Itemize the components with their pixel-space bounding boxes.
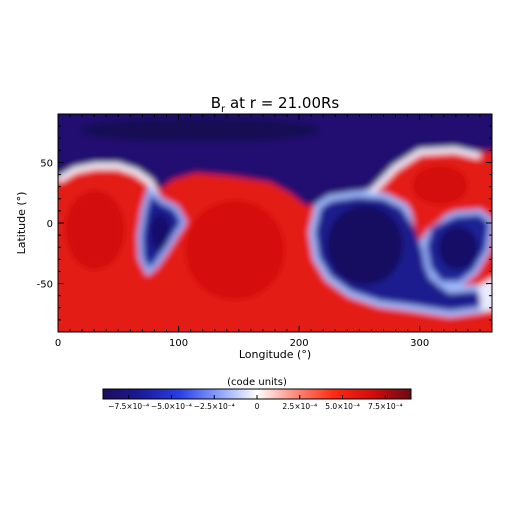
colorbar-label: (code units) <box>227 377 287 388</box>
y-axis: -50 0 50 <box>37 113 492 333</box>
dark-core-80 <box>150 214 170 250</box>
chart-title: Br at r = 21.00Rs <box>211 94 340 115</box>
north-white-arc-left <box>58 163 161 202</box>
dark-core-north <box>80 118 320 142</box>
positive-core-330 <box>412 165 468 205</box>
y-axis-label: Latitude (°) <box>15 192 28 255</box>
negative-wedge-80-edge <box>137 185 187 276</box>
colorbar-tick-label: 2.5×10⁻⁴ <box>282 402 317 411</box>
positive-core-150 <box>185 200 285 300</box>
negative-lobe-340-edge <box>421 209 492 287</box>
y-tick-label: 0 <box>47 219 53 230</box>
x-axis: 0 100 200 300 <box>55 114 493 349</box>
chart-title-suffix: at r = 21.00Rs <box>225 94 339 112</box>
heatmap-area <box>58 114 492 332</box>
colorbar-ticks: −7.5×10⁻⁴ −5.0×10⁻⁴ −2.5×10⁻⁴ 0 2.5×10⁻⁴ 5.0×… <box>108 395 403 411</box>
dark-core-340 <box>438 226 478 270</box>
positive-core-35 <box>65 190 125 270</box>
x-tick-label: 0 <box>55 338 61 349</box>
positive-bridge <box>410 208 444 242</box>
neutral-corner <box>478 278 492 312</box>
chart-title-subscript: r <box>221 104 226 115</box>
colorbar-tick-label: −2.5×10⁻⁴ <box>194 402 235 411</box>
y-tick-label: 50 <box>40 158 53 169</box>
x-axis-label: Longitude (°) <box>239 348 311 361</box>
colorbar-tick-label: 0 <box>255 402 260 411</box>
dark-core-250 <box>327 205 403 285</box>
colorbar-tick-label: −7.5×10⁻⁴ <box>108 402 149 411</box>
y-tick-label: -50 <box>37 280 53 291</box>
colorbar-tick-label: −5.0×10⁻⁴ <box>151 402 192 411</box>
colorbar-tick-label: 5.0×10⁻⁴ <box>325 402 360 411</box>
x-tick-label: 300 <box>410 338 429 349</box>
colorbar-tick-label: 7.5×10⁻⁴ <box>368 402 403 411</box>
x-tick-label: 200 <box>290 338 309 349</box>
x-tick-label: 100 <box>169 338 188 349</box>
